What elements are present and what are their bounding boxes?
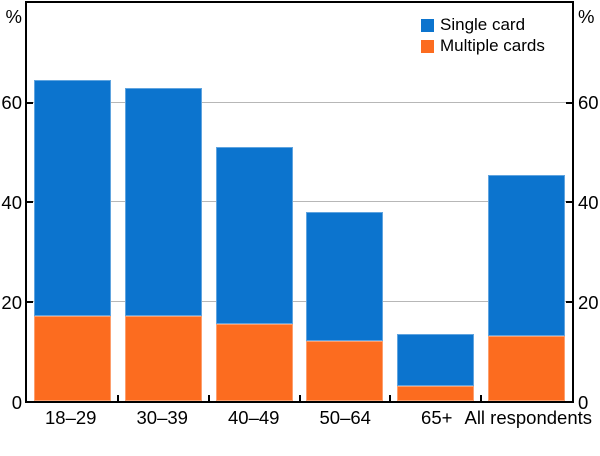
bar-segment-65+-multiple [397, 386, 475, 401]
category-label-4: 50–64 [319, 407, 371, 428]
bar-segment-50–64-single [306, 211, 384, 342]
x-axis-tick [480, 395, 483, 401]
category-label-6: All respondents [464, 407, 593, 428]
category-label-1: 18–29 [45, 407, 97, 428]
bar-segment-50–64-multiple [306, 341, 384, 401]
bar-segment-all-respondents-multiple [488, 336, 566, 401]
legend: Single card Multiple cards [421, 15, 545, 57]
y-axis-tick-left [27, 201, 33, 203]
y-tick-label-right-60: 60 [578, 92, 599, 113]
y-axis-unit-right: % [578, 6, 595, 27]
y-tick-label-right-40: 40 [578, 192, 599, 213]
bar-segment-18–29-single [33, 80, 111, 317]
bar-segment-65+-single [397, 333, 475, 387]
bar-segment-30–39-multiple [124, 316, 202, 401]
y-tick-label-right-0: 0 [578, 392, 589, 413]
y-axis-tick-right [566, 201, 572, 203]
y-tick-label-right-20: 20 [578, 292, 599, 313]
gridline-40 [27, 201, 572, 202]
x-axis-tick [207, 395, 210, 401]
gridline-20 [27, 300, 572, 302]
y-axis-tick-left [27, 300, 33, 303]
legend-item-multiple-cards: Multiple cards [421, 36, 545, 56]
bar-segment-40–49-multiple [215, 323, 293, 401]
y-tick-label-left-20: 20 [1, 292, 22, 313]
category-label-5: 65+ [421, 407, 453, 428]
bar-segment-18–29-multiple [33, 316, 111, 401]
legend-swatch-multiple-cards-icon [421, 39, 434, 53]
gridline-60 [27, 101, 572, 103]
legend-label-single-card: Single card [440, 15, 526, 34]
y-tick-label-left-60: 60 [1, 92, 22, 113]
y-axis-tick-right [566, 300, 572, 303]
bar-segment-all-respondents-single [488, 174, 566, 337]
plot-area [25, 1, 574, 403]
y-axis-tick-right [566, 101, 572, 104]
category-label-2: 30–39 [136, 407, 188, 428]
y-tick-label-left-0: 0 [11, 392, 22, 413]
y-axis-tick-left [27, 101, 33, 104]
category-label-3: 40–49 [228, 407, 280, 428]
x-axis-tick [389, 395, 392, 401]
y-axis-unit-left: % [5, 6, 22, 27]
y-tick-label-left-40: 40 [1, 192, 22, 213]
legend-swatch-single-card-icon [421, 18, 434, 32]
legend-label-multiple-cards: Multiple cards [440, 36, 545, 55]
legend-item-single-card: Single card [421, 15, 545, 35]
bar-segment-40–49-single [215, 147, 293, 324]
x-axis-tick [116, 395, 119, 401]
bar-segment-30–39-single [124, 87, 202, 317]
x-axis-tick [298, 395, 301, 401]
